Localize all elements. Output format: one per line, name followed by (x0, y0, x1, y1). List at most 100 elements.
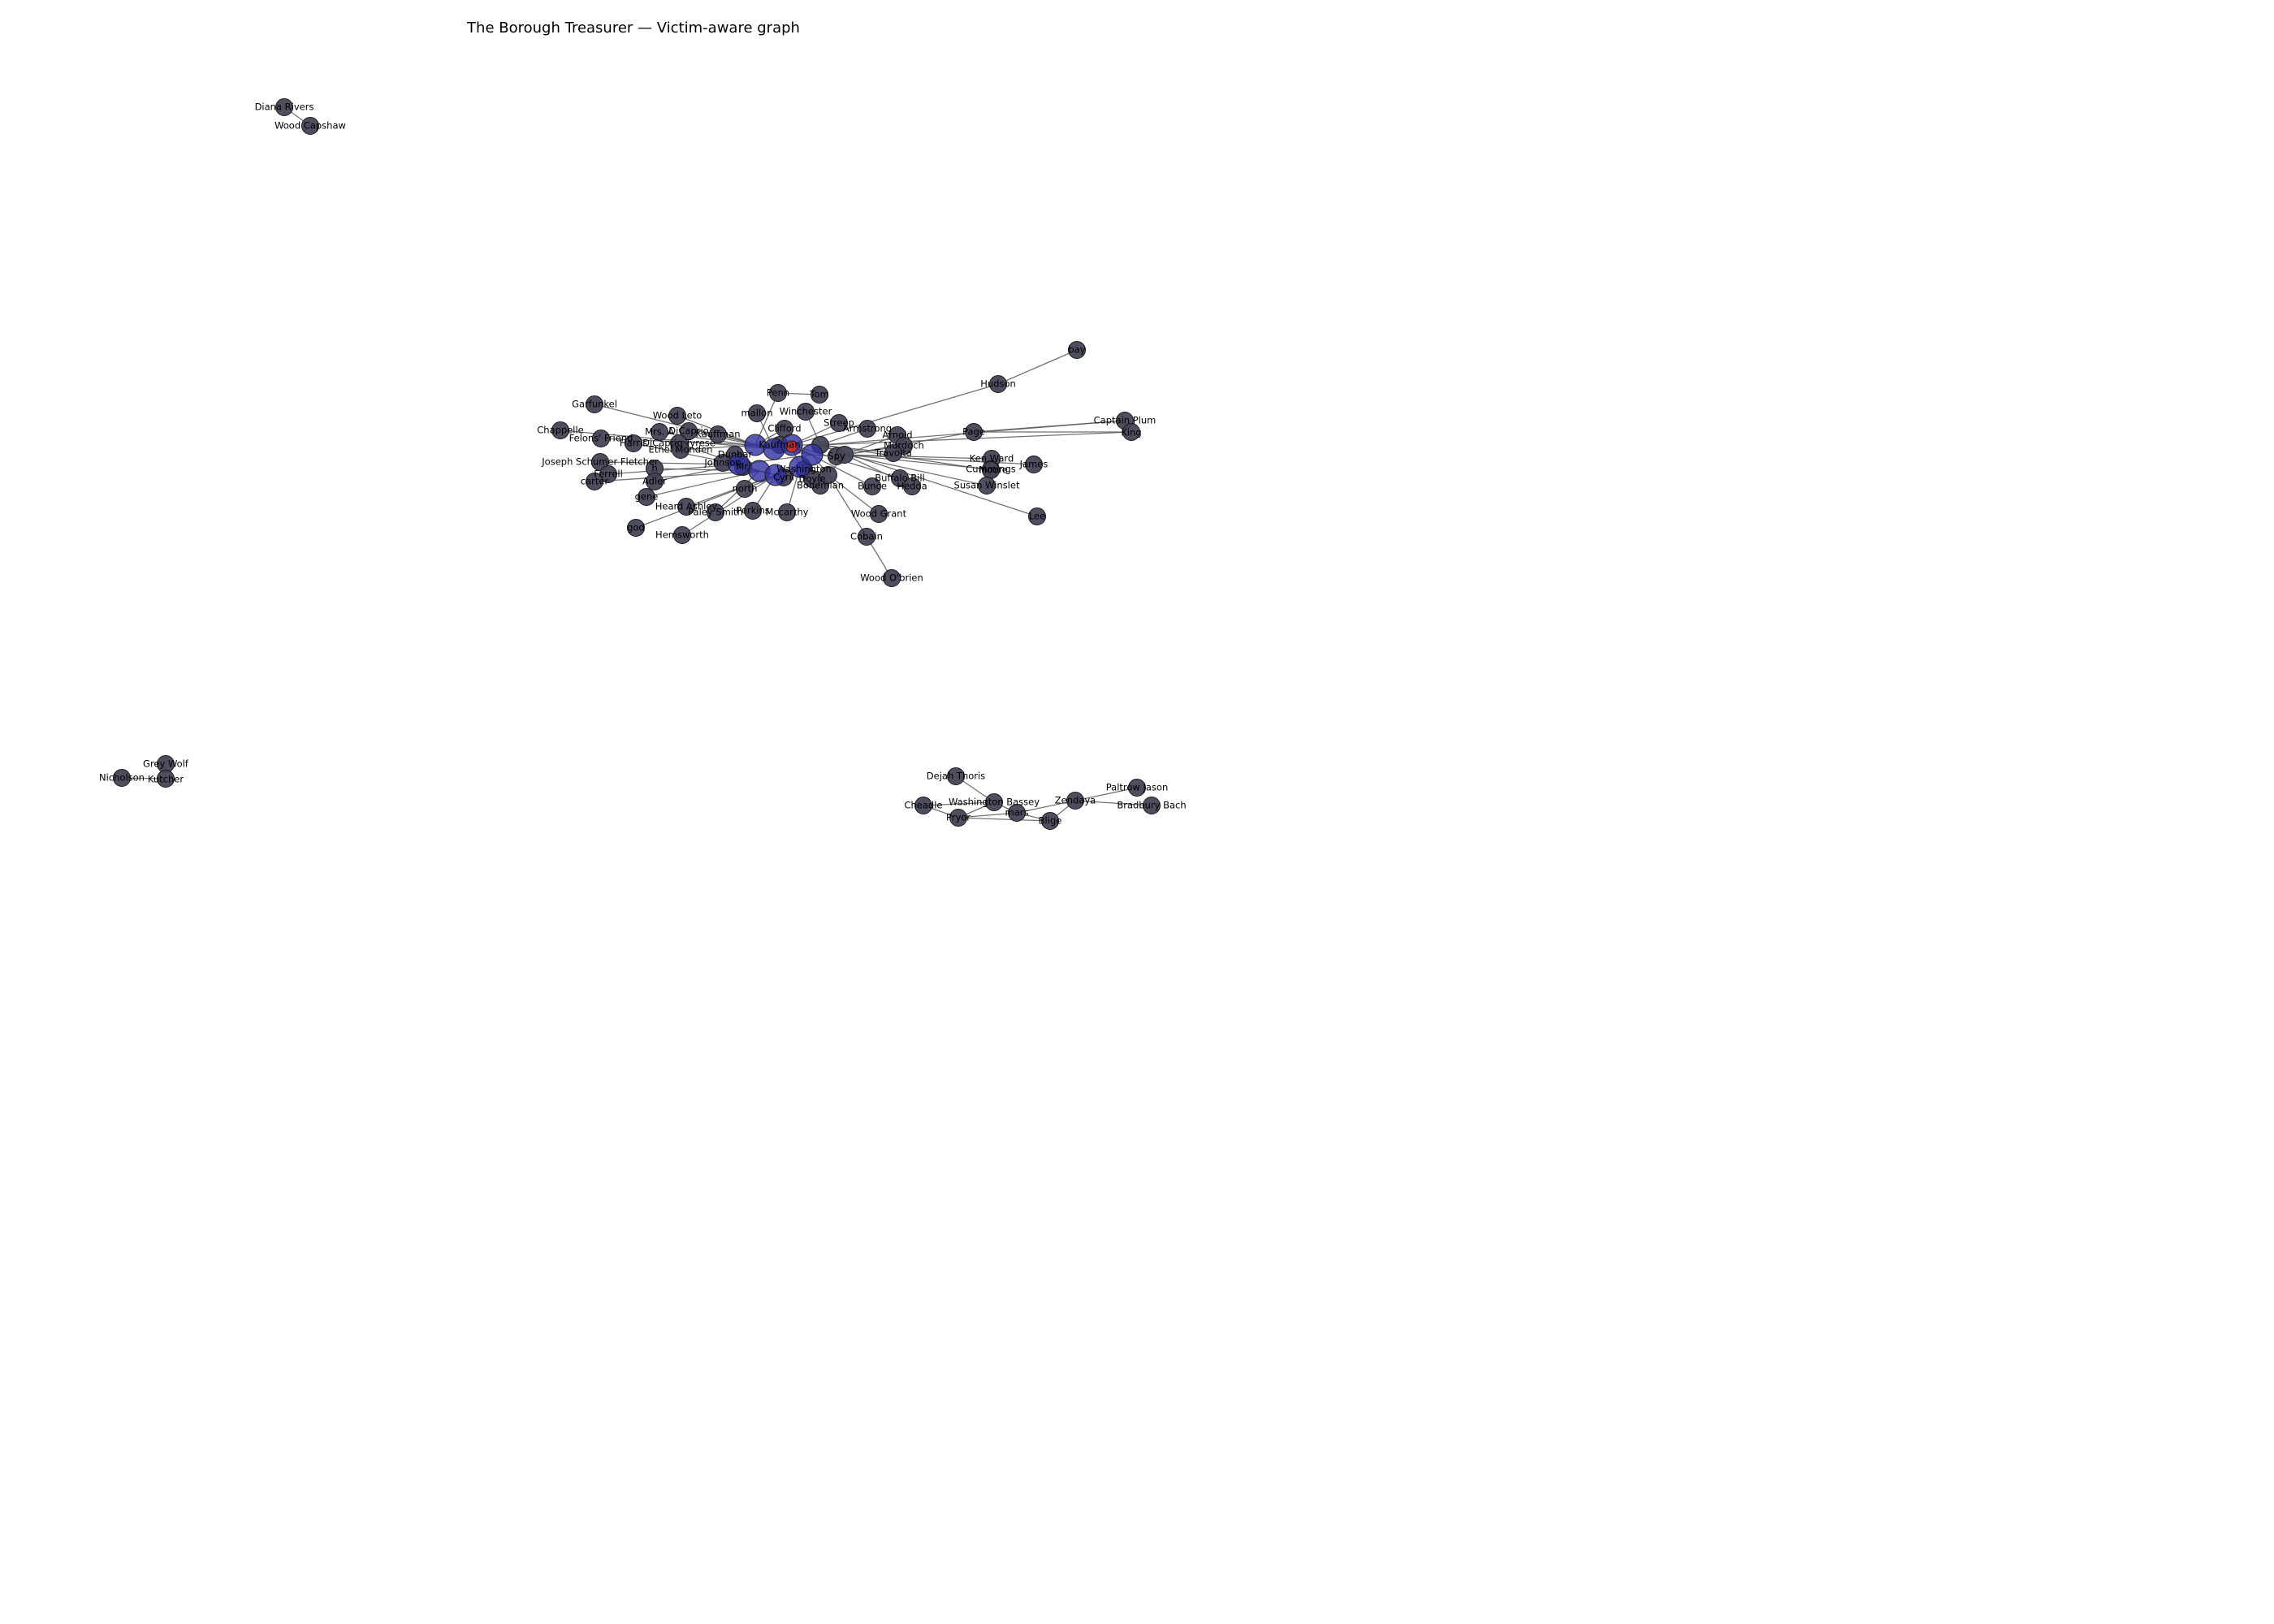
node-c8[interactable] (764, 464, 787, 486)
node-dejahthoris[interactable] (947, 767, 965, 785)
node-layer (113, 98, 1161, 830)
node-dianarivers[interactable] (275, 98, 293, 116)
node-zendaya[interactable] (1066, 792, 1084, 810)
node-penn[interactable] (769, 384, 787, 402)
node-label-armstrong: Armstrong (843, 423, 892, 434)
node-label-arnold: Arnold (882, 430, 912, 441)
node-label-mccarthy: Mccarthy (766, 507, 809, 518)
node-heardashley[interactable] (677, 498, 695, 516)
node-god[interactable] (627, 519, 645, 537)
node-streep[interactable] (830, 414, 848, 432)
edge-washingtonbassey-cheadle (923, 801, 995, 806)
node-carter[interactable] (586, 473, 603, 490)
node-washingtonbassey[interactable] (985, 793, 1003, 811)
edge-susanwinslet-c5 (844, 454, 988, 486)
node-label-paleysmith: Paley Smith (688, 507, 743, 518)
node-label-cummings: Cummings (966, 464, 1016, 475)
node-bunce[interactable] (863, 477, 881, 495)
node-nicholson[interactable] (113, 769, 131, 787)
node-cobain[interactable] (858, 528, 875, 546)
node-james[interactable] (1025, 456, 1043, 473)
node-c6[interactable] (728, 453, 750, 476)
node-dicaprio[interactable] (680, 422, 698, 440)
node-harris[interactable] (625, 434, 642, 452)
node-hedda[interactable] (903, 477, 921, 495)
edge-hudson-c3 (791, 383, 999, 446)
node-susanwinslet[interactable] (978, 477, 996, 495)
node-page[interactable] (965, 423, 983, 441)
node-label-cyril: Cyril (773, 472, 794, 483)
node-c11[interactable] (801, 443, 824, 466)
node-paltrowjason[interactable] (1128, 779, 1146, 797)
node-travolta[interactable] (884, 444, 902, 462)
node-label-moore: Moore (979, 464, 1008, 476)
node-label-murdoch: Murdoch (884, 440, 924, 451)
node-garfunkel[interactable] (586, 395, 603, 413)
node-perkins[interactable] (744, 502, 762, 520)
node-label-washingtonbassey: Washington Bassey (949, 797, 1040, 808)
node-woodgrant[interactable] (870, 505, 888, 523)
node-mrsa[interactable] (651, 423, 668, 441)
node-north[interactable] (736, 480, 754, 498)
node-label-doyle: Doyle (799, 473, 826, 485)
node-label-bay: bay (1068, 344, 1085, 356)
node-label-heardashley: Heard Ashley (655, 501, 718, 512)
node-label-kenward: Ken Ward (970, 453, 1014, 464)
node-label-kauffman: Kauffman (695, 429, 740, 440)
node-bay[interactable] (1068, 341, 1086, 359)
node-lee[interactable] (1028, 508, 1046, 525)
node-label-clifford: Clifford (767, 423, 801, 434)
node-label-mr: Mr. (736, 461, 750, 473)
node-label-washington: Washington (776, 464, 832, 475)
node-mccarthy[interactable] (778, 503, 796, 521)
node-woodcapshaw[interactable] (301, 117, 319, 135)
node-armstrong[interactable] (858, 420, 876, 438)
node-label-susanwinslet: Susan Winslet (954, 480, 1020, 491)
node-label-king: King (1121, 427, 1141, 438)
node-paleysmith[interactable] (707, 503, 724, 521)
node-chappelle[interactable] (551, 421, 569, 439)
node-label-nicholson: Nicholson (99, 772, 145, 784)
node-pryor[interactable] (949, 809, 967, 827)
node-label-garfunkel: Garfunkel (572, 399, 617, 410)
node-c5[interactable] (836, 446, 854, 464)
node-c10[interactable] (819, 466, 837, 484)
node-winchester[interactable] (797, 403, 815, 421)
node-label-cheadle: Cheadle (904, 800, 942, 811)
node-woodobrien[interactable] (883, 569, 901, 587)
node-label-zendaya: Zendaya (1055, 795, 1096, 806)
node-label-h: h (651, 463, 657, 474)
edge-james-c5 (844, 454, 1035, 465)
node-ferrell[interactable] (599, 465, 617, 483)
node-kauffman[interactable] (709, 425, 727, 443)
edge-cobain-c10 (828, 474, 867, 538)
node-label-winchester: Winchester (780, 406, 832, 417)
node-cheadle[interactable] (914, 797, 932, 814)
node-adler[interactable] (646, 473, 664, 490)
node-woodleto[interactable] (668, 407, 686, 425)
node-label-mrsa: Mrs. A (645, 426, 674, 438)
node-blige[interactable] (1041, 812, 1059, 830)
node-label-adler: Adler (642, 476, 667, 487)
edge-pryor-blige (958, 817, 1051, 822)
node-mars[interactable] (1008, 804, 1026, 822)
node-hudson[interactable] (989, 375, 1007, 393)
node-label-perkins: Perkins (736, 505, 769, 516)
node-label-bohemian: Bohemian (797, 480, 844, 491)
node-c12[interactable] (785, 440, 798, 453)
node-label-chappelle: Chappelle (537, 425, 584, 436)
node-ethelmonden[interactable] (672, 441, 690, 459)
node-gene[interactable] (638, 488, 655, 506)
node-bradburybach[interactable] (1143, 797, 1161, 814)
node-label-johnson: Johnson (703, 457, 741, 469)
node-tom[interactable] (811, 386, 828, 404)
edge-hemsworth-c8 (681, 474, 776, 536)
node-label-page: Page (962, 426, 985, 438)
node-label-hudson: Hudson (980, 378, 1016, 390)
node-felonsfriend[interactable] (592, 430, 610, 447)
edge-zendaya-paltrowjason (1074, 787, 1138, 801)
node-hemsworth[interactable] (673, 526, 691, 544)
node-king[interactable] (1122, 423, 1140, 441)
node-mallon[interactable] (748, 404, 766, 422)
node-kutcher[interactable] (157, 770, 175, 788)
